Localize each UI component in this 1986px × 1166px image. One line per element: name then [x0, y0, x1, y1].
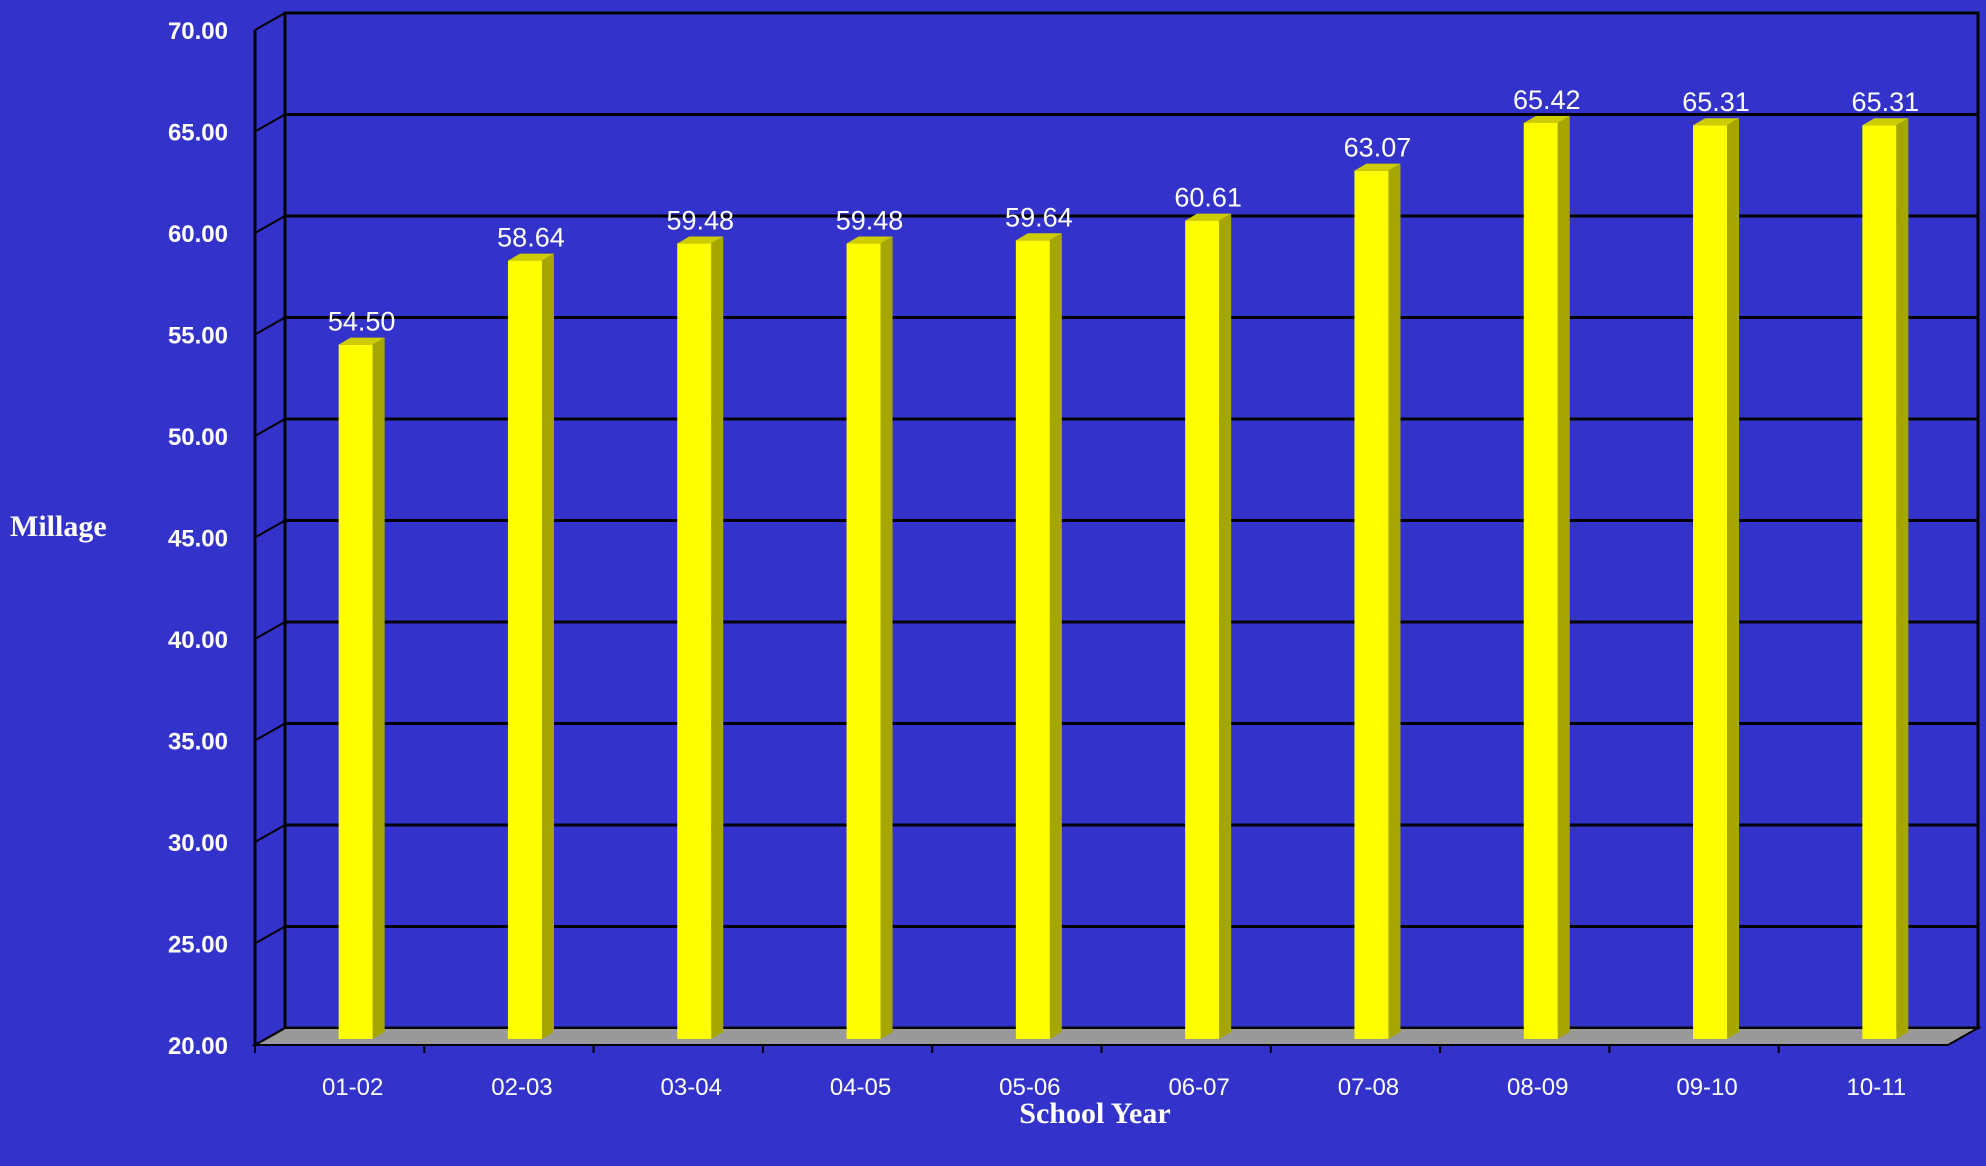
y-tick-label: 60.00	[168, 221, 228, 248]
bar-value-label: 54.50	[328, 307, 396, 337]
gridline-depth	[254, 925, 286, 945]
bar-top	[677, 236, 724, 244]
y-tick-label: 55.00	[168, 323, 228, 350]
bar-side	[1727, 118, 1740, 1039]
bar	[1862, 125, 1897, 1039]
bar-value-label: 65.42	[1513, 85, 1581, 115]
y-tick-label: 45.00	[168, 526, 228, 553]
gridline-depth	[254, 316, 286, 336]
bar-value-label: 59.48	[666, 206, 734, 236]
bar-value-label: 65.31	[1682, 87, 1750, 117]
y-tick-label: 50.00	[168, 424, 228, 451]
bar	[1185, 220, 1220, 1039]
bar-side	[711, 236, 724, 1039]
bar-side	[1896, 118, 1909, 1039]
gridline-depth	[254, 824, 286, 843]
x-tick-label: 06-07	[1168, 1074, 1229, 1101]
bar-side	[1557, 115, 1570, 1039]
bar-side	[541, 253, 554, 1039]
y-tick-label: 35.00	[168, 729, 228, 756]
y-tick-label: 30.00	[168, 830, 228, 857]
x-tick-label: 09-10	[1676, 1074, 1737, 1101]
bar	[338, 344, 373, 1039]
bar-side	[1388, 163, 1401, 1039]
bar-side	[372, 337, 385, 1039]
bar-value-label: 59.48	[836, 206, 904, 236]
gridline-depth	[254, 621, 286, 640]
bar	[677, 243, 712, 1039]
bar-top	[1523, 115, 1570, 123]
bar-top	[1015, 233, 1062, 241]
gridline-depth	[254, 215, 286, 234]
bar	[1354, 170, 1389, 1039]
gridline-depth	[254, 113, 286, 133]
bar-top	[338, 337, 385, 345]
x-tick-label: 08-09	[1507, 1074, 1568, 1101]
bar-value-label: 60.61	[1174, 183, 1242, 213]
gridline-depth	[254, 12, 286, 31]
bar-top	[1862, 118, 1909, 126]
y-tick-label: 20.00	[168, 1033, 228, 1060]
x-tick-label: 07-08	[1338, 1074, 1399, 1101]
bar-value-label: 58.64	[497, 223, 565, 253]
y-tick-label: 70.00	[168, 18, 228, 45]
y-tick-label: 65.00	[168, 120, 228, 147]
bar	[1523, 122, 1558, 1039]
bar-top	[1185, 213, 1232, 221]
x-tick-label: 10-11	[1847, 1074, 1907, 1101]
bar-value-label: 59.64	[1005, 202, 1073, 232]
bar-value-label: 63.07	[1344, 133, 1412, 163]
y-axis-label: Millage	[10, 510, 107, 543]
x-tick-label: 04-05	[830, 1074, 891, 1101]
gridline-depth	[254, 519, 286, 539]
y-tick-label: 25.00	[168, 932, 228, 959]
bar-top	[1693, 118, 1740, 126]
x-tick-label: 01-02	[322, 1074, 383, 1101]
bar-side	[1219, 213, 1232, 1039]
y-tick-label: 40.00	[168, 627, 228, 654]
bar	[1693, 125, 1728, 1039]
bar-value-label: 65.31	[1852, 87, 1920, 117]
gridline-depth	[254, 418, 286, 437]
bar-top	[846, 236, 893, 244]
gridline-depth	[254, 1027, 286, 1046]
bar-top	[1354, 163, 1401, 171]
bar	[507, 260, 542, 1039]
x-axis-label: School Year	[1019, 1097, 1171, 1130]
x-tick-label: 02-03	[491, 1074, 552, 1101]
bar-side	[880, 236, 893, 1039]
bar	[1015, 240, 1050, 1040]
bar-side	[1049, 233, 1062, 1040]
bar	[846, 243, 881, 1039]
bar-top	[507, 253, 554, 261]
gridline-depth	[254, 722, 286, 742]
x-tick-label: 05-06	[999, 1074, 1060, 1101]
x-tick-label: 03-04	[661, 1074, 722, 1101]
